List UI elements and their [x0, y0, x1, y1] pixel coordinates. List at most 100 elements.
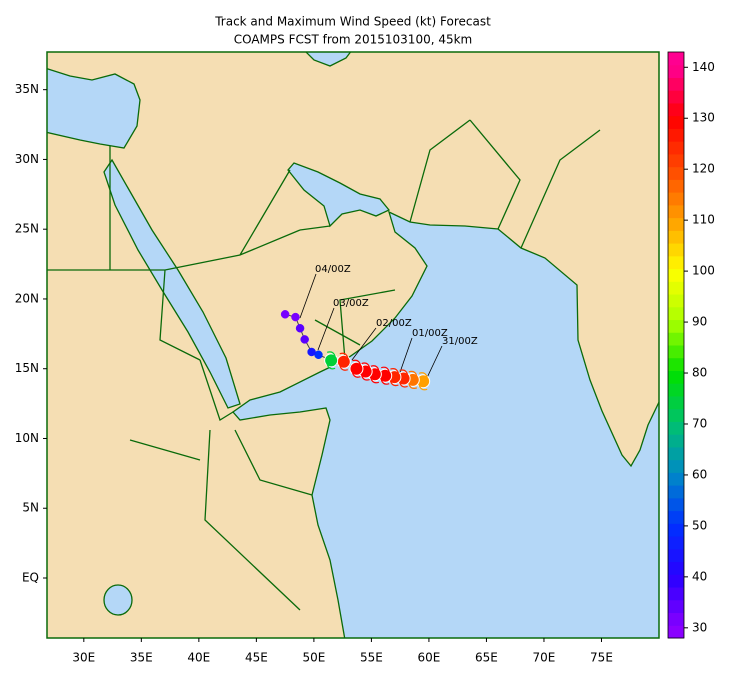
x-tick-label: 55E	[360, 651, 383, 665]
storm-arms	[380, 366, 390, 385]
x-tick-label: 75E	[590, 651, 613, 665]
storm-arms	[361, 362, 371, 381]
colorbar-tick-label: 130	[692, 111, 715, 125]
colorbar-cell	[668, 357, 684, 371]
title: Track and Maximum Wind Speed (kt) Foreca…	[214, 15, 491, 29]
colorbar-tick-label: 80	[692, 366, 707, 380]
colorbar-tick-label: 90	[692, 315, 707, 329]
track-label: 02/00Z	[376, 318, 412, 329]
colorbar-cell	[668, 192, 684, 206]
colorbar-tick-label: 40	[692, 569, 707, 583]
y-tick-label: 10N	[15, 431, 39, 445]
colorbar-cell	[668, 599, 684, 614]
colorbar-tick-label: 100	[692, 264, 715, 278]
colorbar-cell	[668, 255, 684, 270]
colorbar-cell	[668, 217, 684, 231]
colorbar-cell	[668, 319, 684, 333]
leader-line	[351, 327, 377, 361]
subtitle: COAMPS FCST from 2015103100, 45km	[234, 33, 473, 47]
track-point	[349, 361, 364, 376]
colorbar-cell	[668, 268, 684, 282]
colorbar-cell	[668, 612, 684, 626]
x-tick-label: 35E	[130, 651, 153, 665]
colorbar-cell	[668, 77, 684, 91]
leader-line	[299, 273, 317, 319]
colorbar-cell	[668, 485, 684, 499]
colorbar-cell	[668, 204, 684, 219]
colorbar-tick-label: 120	[692, 162, 715, 176]
map-frame	[46, 51, 660, 639]
y-tick-label: 30N	[15, 152, 39, 166]
leader-line	[317, 307, 335, 351]
colorbar-tick-label: 110	[692, 213, 715, 227]
x-tick-label: 45E	[245, 651, 268, 665]
track-point	[324, 353, 339, 368]
track-point	[295, 324, 305, 333]
colorbar-frame	[667, 51, 685, 639]
storm-arms	[326, 351, 336, 370]
caspian-sea	[305, 52, 352, 67]
colorbar-cell	[668, 395, 684, 410]
storm-arms	[418, 372, 428, 391]
colorbar-cell	[668, 243, 684, 257]
colorbar-cell	[668, 587, 684, 601]
x-tick-label: 65E	[475, 651, 498, 665]
colorbar-cell	[668, 548, 684, 563]
storm-arms	[399, 369, 409, 388]
leader-line	[397, 337, 413, 379]
colorbar-cell	[668, 370, 684, 384]
colorbar-cell	[668, 434, 684, 448]
track-point	[280, 310, 290, 319]
x-tick-label: 30E	[72, 651, 95, 665]
colorbar-cell	[668, 166, 684, 180]
x-tick-label: 40E	[187, 651, 210, 665]
colorbar-cell	[668, 408, 684, 422]
y-tick-label: 15N	[15, 361, 39, 375]
track-labels: 31/00Z 01/00Z 02/00Z 03/00Z 04/00Z	[299, 264, 478, 383]
persian-gulf	[287, 162, 391, 228]
leader-line	[424, 345, 443, 383]
colorbar-tick-label: 30	[692, 620, 707, 634]
colorbar-cell	[668, 446, 684, 461]
colorbar-cell	[668, 128, 684, 142]
basemap	[47, 52, 659, 638]
colorbar-cell	[668, 281, 684, 295]
x-tick-label: 70E	[533, 651, 556, 665]
colorbar-cell	[668, 497, 684, 512]
y-tick-label: 35N	[15, 82, 39, 96]
colorbar-cell	[668, 383, 684, 397]
colorbar-cell	[668, 345, 684, 359]
track-label: 31/00Z	[442, 336, 478, 347]
colorbar-cell	[668, 52, 684, 66]
colorbar-cell	[668, 459, 684, 473]
colorbar-tick-label: 60	[692, 467, 707, 481]
colorbar-cell	[668, 561, 684, 575]
colorbar-cell	[668, 421, 684, 435]
colorbar-tick-label: 70	[692, 416, 707, 430]
colorbar-cell	[668, 179, 684, 193]
colorbar-cell	[668, 625, 684, 639]
colorbar-cell	[668, 230, 684, 244]
x-tick-label: 60E	[417, 651, 440, 665]
colorbar-cell	[668, 523, 684, 537]
colorbar-cell	[668, 510, 684, 524]
colorbar-cell	[668, 115, 684, 129]
track-point	[336, 354, 351, 369]
storm-arms	[339, 352, 349, 371]
colorbar-cell	[668, 153, 684, 168]
storm-arms	[351, 359, 362, 378]
colorbar-tick-label: 140	[692, 60, 715, 74]
track-point	[300, 335, 309, 344]
storm-arms	[370, 365, 380, 384]
colorbar-cell	[668, 141, 684, 155]
colorbar-cell	[668, 574, 684, 588]
country-borders	[47, 119, 601, 611]
y-tick-label: EQ	[22, 571, 39, 585]
y-tick-label: 25N	[15, 222, 39, 236]
colorbar-cell	[668, 472, 684, 486]
colorbar-cell	[668, 294, 684, 308]
track-point	[307, 347, 316, 357]
storm-arms	[389, 367, 399, 387]
track-label: 04/00Z	[315, 264, 351, 275]
